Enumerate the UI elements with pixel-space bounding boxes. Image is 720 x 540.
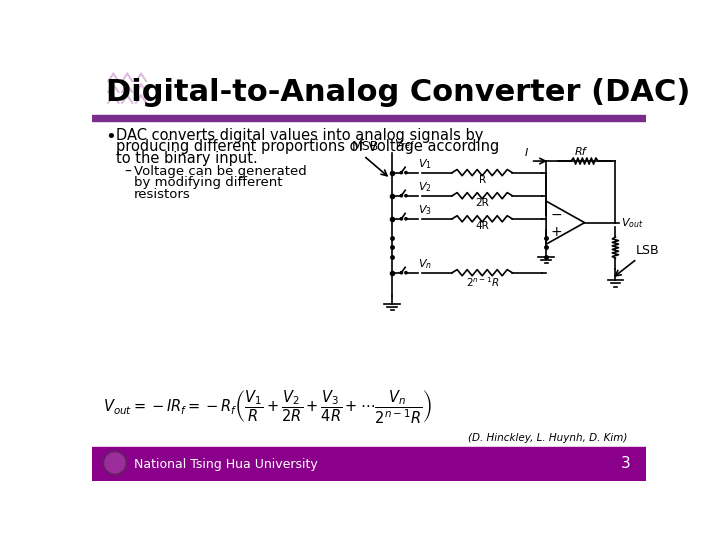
Text: $V_{out}$: $V_{out}$ (621, 216, 644, 229)
Circle shape (400, 171, 402, 174)
Text: Rf: Rf (575, 147, 587, 157)
Text: $V_n$: $V_n$ (418, 258, 431, 271)
Text: $V_{out} = -IR_f = -R_f\left(\dfrac{V_1}{R}+\dfrac{V_2}{2R}+\dfrac{V_3}{4R}+\cdo: $V_{out} = -IR_f = -R_f\left(\dfrac{V_1}… (104, 388, 432, 426)
Text: $V_1$: $V_1$ (418, 157, 431, 171)
Text: National Tsing Hua University: National Tsing Hua University (134, 458, 318, 471)
Circle shape (105, 453, 125, 473)
Circle shape (405, 171, 407, 174)
Text: Digital-to-Analog Converter (DAC): Digital-to-Analog Converter (DAC) (106, 78, 690, 107)
Circle shape (405, 218, 407, 220)
Text: +: + (551, 225, 562, 239)
Polygon shape (107, 83, 120, 92)
Text: LSB: LSB (636, 244, 659, 256)
Text: Voltage can be generated: Voltage can be generated (134, 165, 307, 178)
Text: 4R: 4R (475, 221, 489, 231)
Text: MSB: MSB (352, 140, 379, 153)
Text: R: R (479, 175, 486, 185)
Polygon shape (135, 94, 148, 103)
Bar (92, 448, 647, 481)
Circle shape (102, 450, 127, 475)
Bar (92, 115, 647, 121)
Text: to the binary input.: to the binary input. (117, 151, 258, 166)
Polygon shape (546, 201, 585, 244)
Circle shape (400, 272, 402, 274)
Polygon shape (121, 72, 133, 82)
Polygon shape (135, 72, 148, 82)
Text: by modifying different: by modifying different (134, 177, 283, 190)
Circle shape (405, 194, 407, 197)
Polygon shape (107, 94, 120, 103)
Text: $V_3$: $V_3$ (418, 204, 431, 217)
Circle shape (400, 194, 402, 197)
Text: •: • (106, 128, 117, 146)
Polygon shape (121, 83, 133, 92)
Polygon shape (107, 72, 120, 82)
Text: $I$: $I$ (524, 146, 529, 158)
Circle shape (405, 272, 407, 274)
Text: resistors: resistors (134, 188, 191, 201)
Polygon shape (121, 94, 133, 103)
Text: (D. Hinckley, L. Huynh, D. Kim): (D. Hinckley, L. Huynh, D. Kim) (467, 433, 627, 443)
Text: 3: 3 (621, 456, 631, 471)
Text: 2R: 2R (475, 198, 489, 208)
Text: −: − (551, 208, 562, 222)
Polygon shape (135, 83, 148, 92)
Text: $V_2$: $V_2$ (418, 180, 431, 194)
Text: –: – (124, 165, 131, 179)
Text: $V_{ref}$: $V_{ref}$ (395, 137, 415, 151)
Text: producing different proportions of voltage according: producing different proportions of volta… (117, 139, 500, 154)
Circle shape (400, 218, 402, 220)
Text: $2^{n-1}R$: $2^{n-1}R$ (466, 275, 499, 289)
Text: DAC converts digital values into analog signals by: DAC converts digital values into analog … (117, 128, 484, 143)
